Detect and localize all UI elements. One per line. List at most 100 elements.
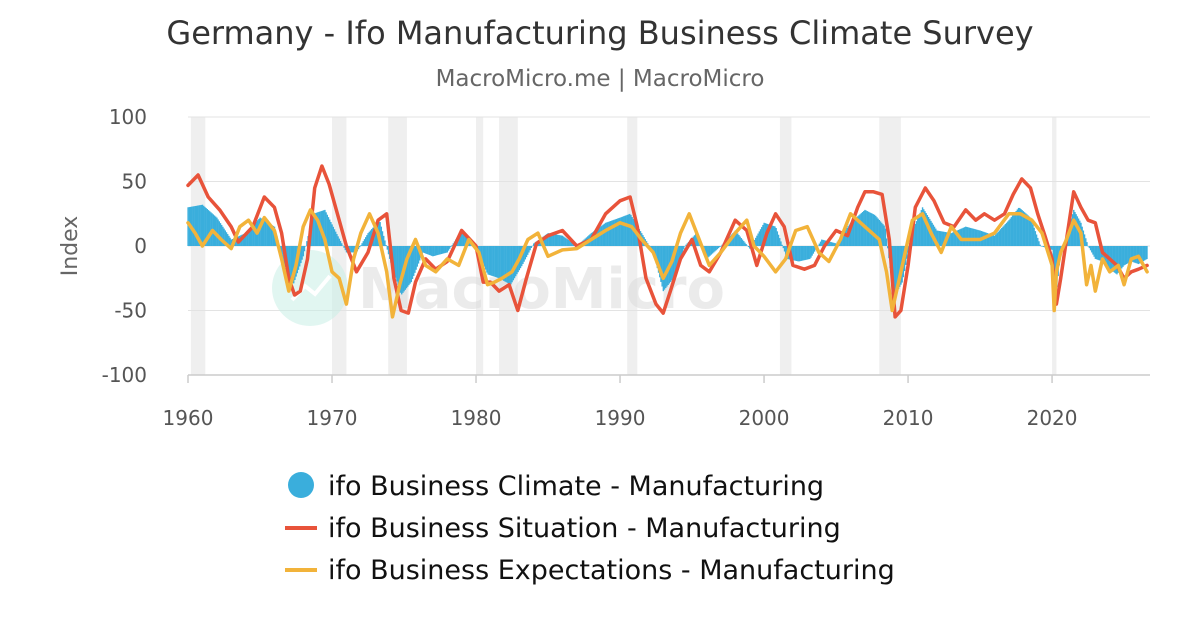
climate-bar <box>859 214 861 246</box>
climate-bar <box>813 246 816 252</box>
climate-bar <box>599 227 601 246</box>
climate-bar <box>925 213 927 246</box>
legend-situation-label: ifo Business Situation - Manufacturing <box>328 513 841 544</box>
climate-bar <box>1025 213 1027 246</box>
climate-bar <box>1093 246 1095 257</box>
climate-bar <box>565 238 567 246</box>
climate-bar <box>843 231 846 246</box>
climate-bar <box>491 246 493 276</box>
climate-bar <box>353 246 355 253</box>
climate-bar <box>215 216 217 246</box>
climate-bar <box>1014 212 1016 246</box>
climate-bar <box>774 226 776 246</box>
climate-bar <box>1073 209 1075 246</box>
climate-bar <box>779 238 781 246</box>
climate-bar <box>852 220 854 246</box>
climate-bar <box>1070 218 1073 246</box>
climate-bar <box>379 222 381 246</box>
climate-bar <box>893 246 895 298</box>
climate-bar <box>313 213 315 246</box>
climate-bar <box>985 232 987 246</box>
climate-bar <box>1016 209 1019 246</box>
climate-bar <box>401 246 403 295</box>
climate-bar <box>529 246 531 251</box>
climate-bar <box>969 227 972 246</box>
climate-bar <box>563 236 565 246</box>
climate-bar <box>261 219 264 246</box>
climate-bar <box>270 224 272 246</box>
legend-item-situation[interactable]: ifo Business Situation - Manufacturing <box>285 513 841 544</box>
climate-bar <box>336 234 338 246</box>
climate-bar <box>552 233 554 246</box>
climate-bar <box>936 230 938 246</box>
climate-bar <box>1050 246 1052 250</box>
climate-bar <box>368 231 371 246</box>
climate-bar <box>845 229 847 246</box>
climate-bar <box>603 223 606 246</box>
climate-bar <box>941 231 943 246</box>
climate-bar <box>629 213 631 246</box>
climate-bar <box>489 246 492 276</box>
climate-bar <box>998 230 1001 246</box>
climate-bar <box>801 246 804 261</box>
climate-bar <box>427 246 429 255</box>
climate-bar <box>527 246 529 255</box>
climate-bar <box>651 246 654 252</box>
climate-bar <box>986 233 989 246</box>
climate-bar <box>653 246 655 255</box>
climate-bar <box>414 246 416 273</box>
climate-bar <box>777 234 780 246</box>
climate-bar <box>860 213 863 246</box>
climate-bar <box>253 224 255 246</box>
climate-bar <box>492 246 494 277</box>
climate-bar <box>693 235 696 246</box>
climate-bar <box>272 225 275 246</box>
climate-bar <box>974 229 977 246</box>
climate-bar <box>749 246 751 249</box>
climate-bar <box>524 246 527 260</box>
climate-bar <box>263 219 265 246</box>
climate-bar <box>1005 222 1008 246</box>
climate-bar <box>543 235 546 246</box>
climate-bar <box>312 215 314 246</box>
climate-bar <box>487 246 489 275</box>
climate-bar <box>756 235 758 246</box>
climate-bar <box>793 246 795 261</box>
climate-bar <box>1026 214 1028 246</box>
climate-bar <box>289 246 291 278</box>
climate-bar <box>324 209 326 246</box>
climate-bar <box>330 221 332 246</box>
climate-bar <box>1133 246 1135 263</box>
climate-bar <box>987 233 990 246</box>
climate-bar <box>882 224 884 246</box>
climate-bar <box>485 246 487 270</box>
climate-bar <box>1124 246 1127 265</box>
climate-bar <box>818 243 821 246</box>
climate-bar <box>738 235 740 246</box>
climate-bar <box>269 223 271 246</box>
climate-bar <box>187 207 189 246</box>
climate-bar <box>745 244 747 246</box>
climate-bar <box>1007 221 1009 246</box>
climate-bar <box>992 235 995 246</box>
climate-bar <box>1116 246 1118 275</box>
climate-bar <box>480 246 482 258</box>
x-tick-label: 2000 <box>739 406 790 430</box>
legend-item-climate[interactable]: ifo Business Climate - Manufacturing <box>288 471 824 502</box>
climate-bar <box>374 225 377 246</box>
climate-bar <box>732 233 734 246</box>
climate-bar <box>290 246 293 281</box>
legend-item-expectations[interactable]: ifo Business Expectations - Manufacturin… <box>285 555 895 586</box>
climate-bar <box>1143 246 1146 261</box>
climate-bar <box>193 206 195 246</box>
climate-bar <box>733 231 735 246</box>
climate-bar <box>335 231 337 246</box>
climate-bar <box>833 242 835 246</box>
climate-bar <box>525 246 528 258</box>
climate-bar <box>926 215 929 246</box>
climate-bar <box>968 227 971 246</box>
climate-bar <box>206 209 209 246</box>
climate-bar <box>817 245 819 247</box>
climate-bar <box>503 246 505 281</box>
climate-bar <box>1039 244 1041 246</box>
